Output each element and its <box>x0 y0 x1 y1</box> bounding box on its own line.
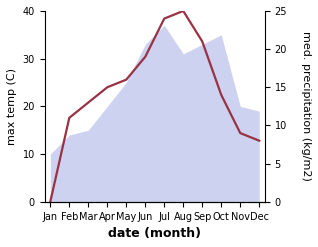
Y-axis label: med. precipitation (kg/m2): med. precipitation (kg/m2) <box>301 31 311 181</box>
Y-axis label: max temp (C): max temp (C) <box>7 68 17 145</box>
X-axis label: date (month): date (month) <box>108 227 201 240</box>
